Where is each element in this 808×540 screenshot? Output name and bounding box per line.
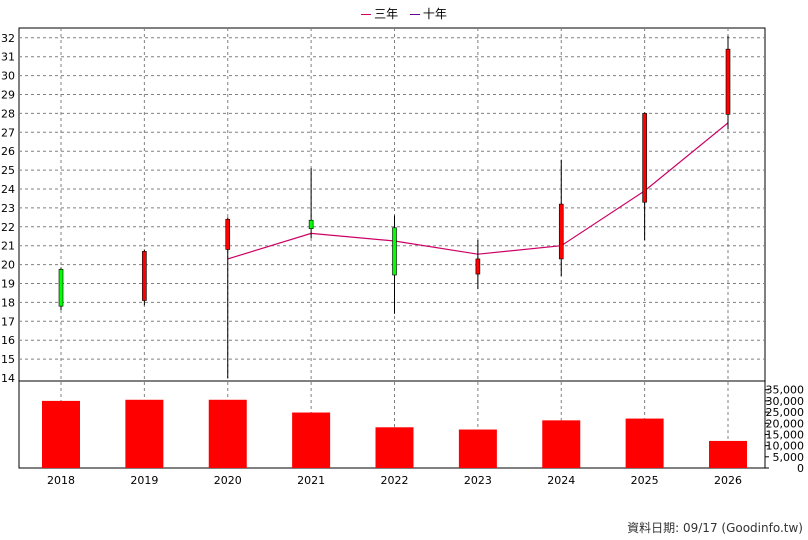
candlestick xyxy=(142,249,147,306)
price-tick-label: 17 xyxy=(1,315,15,328)
x-tick-label: 2022 xyxy=(381,474,409,487)
x-tick-label: 2019 xyxy=(130,474,158,487)
volume-bar xyxy=(709,440,747,468)
candle-body xyxy=(392,227,397,276)
candle-body xyxy=(58,269,64,307)
legend-item-3y: 三年 xyxy=(361,5,398,22)
price-tick-label: 24 xyxy=(1,183,15,196)
volume-tick-label: 10,000 xyxy=(766,440,805,453)
price-tick-label: 28 xyxy=(1,107,15,120)
price-tick-label: 26 xyxy=(1,145,15,158)
volume-bar xyxy=(208,399,247,468)
x-tick-label: 2018 xyxy=(47,474,75,487)
candle-body xyxy=(308,219,314,229)
x-tick-label: 2024 xyxy=(547,474,575,487)
legend-swatch-10y xyxy=(409,14,420,15)
legend-label-3y: 三年 xyxy=(374,7,399,21)
price-tick-label: 32 xyxy=(1,32,15,45)
volume-tick-label: 5,000 xyxy=(773,451,805,464)
volume-bar xyxy=(125,399,164,468)
candlestick xyxy=(642,112,647,241)
volume-tick-label: 30,000 xyxy=(766,395,805,408)
price-tick-label: 14 xyxy=(1,372,15,385)
x-tick-label: 2026 xyxy=(714,474,742,487)
volume-bar xyxy=(458,429,497,468)
source-note: 資料日期: 09/17 (Goodinfo.tw) xyxy=(627,521,803,535)
volume-bar xyxy=(292,412,331,468)
x-tick-label: 2023 xyxy=(464,474,492,487)
volume-tick-label: 15,000 xyxy=(766,428,805,441)
price-tick-label: 20 xyxy=(1,259,15,272)
volume-bar xyxy=(375,427,414,468)
volume-bar xyxy=(625,418,664,468)
price-tick-label: 21 xyxy=(1,240,15,253)
legend-item-10y: 十年 xyxy=(409,5,447,22)
legend-label-10y: 十年 xyxy=(422,7,447,21)
candlestick xyxy=(225,217,231,378)
price-tick-label: 22 xyxy=(1,221,15,234)
candlestick xyxy=(725,35,731,130)
price-tick-label: 27 xyxy=(1,126,15,139)
volume-bar xyxy=(542,420,581,468)
x-tick-label: 2025 xyxy=(631,474,659,487)
price-tick-label: 19 xyxy=(1,278,15,291)
candlestick xyxy=(558,159,564,276)
volume-tick-label: 35,000 xyxy=(766,384,805,397)
x-tick-label: 2020 xyxy=(214,474,242,487)
price-tick-label: 31 xyxy=(1,51,15,64)
candlestick xyxy=(308,168,314,239)
volume-tick-label: 25,000 xyxy=(766,406,805,419)
price-tick-label: 29 xyxy=(1,89,15,102)
candle-body xyxy=(225,218,231,250)
candle-body xyxy=(642,113,647,203)
volume-bar xyxy=(42,400,80,468)
candlestick xyxy=(475,240,481,290)
price-tick-label: 15 xyxy=(1,353,15,366)
candle-body xyxy=(725,48,731,115)
x-tick-label: 2021 xyxy=(297,474,325,487)
candlestick xyxy=(58,267,64,310)
candle-body xyxy=(475,258,481,275)
price-tick-label: 25 xyxy=(1,164,15,177)
volume-tick-label: 0 xyxy=(797,462,804,475)
price-tick-label: 18 xyxy=(1,296,15,309)
candlestick xyxy=(392,215,397,314)
price-tick-label: 30 xyxy=(1,70,15,83)
volume-tick-label: 20,000 xyxy=(766,417,805,430)
legend-swatch-3y xyxy=(361,14,372,15)
candle-body xyxy=(142,251,147,301)
price-tick-label: 16 xyxy=(1,334,15,347)
price-tick-label: 23 xyxy=(1,202,15,215)
chart-legend: 三年 十年 xyxy=(0,5,808,22)
candle-body xyxy=(558,203,564,260)
